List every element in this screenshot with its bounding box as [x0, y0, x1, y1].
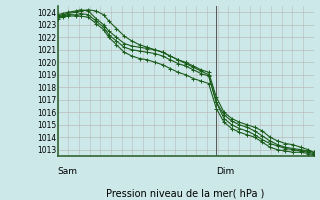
Text: Sam: Sam — [58, 167, 77, 176]
Text: Pression niveau de la mer( hPa ): Pression niveau de la mer( hPa ) — [107, 189, 265, 199]
Text: Dim: Dim — [216, 167, 235, 176]
